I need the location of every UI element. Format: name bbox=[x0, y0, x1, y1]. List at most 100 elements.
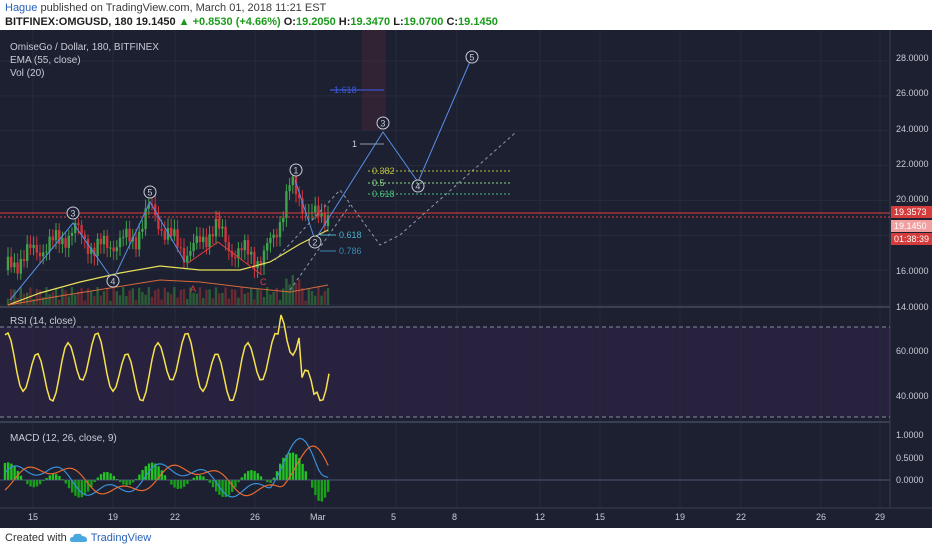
volume-bar bbox=[141, 291, 144, 305]
volume-bar bbox=[125, 296, 128, 305]
macd-histogram-bar bbox=[3, 462, 7, 480]
macd-histogram-bar bbox=[240, 477, 243, 480]
volume-bar bbox=[48, 294, 51, 305]
candle-body bbox=[173, 229, 176, 237]
macd-histogram-bar bbox=[160, 470, 163, 480]
volume-bar bbox=[182, 288, 186, 305]
volume-bar bbox=[259, 290, 262, 305]
candle-body bbox=[109, 247, 112, 249]
price-change: ▲ +0.8530 (+4.66%) bbox=[178, 16, 281, 28]
volume-bar bbox=[218, 293, 221, 305]
candle-body bbox=[246, 240, 250, 255]
macd-histogram-bar bbox=[285, 454, 288, 480]
ema-legend[interactable]: EMA (55, close) bbox=[10, 55, 81, 66]
volume-bar bbox=[70, 287, 74, 305]
grid-lines bbox=[0, 30, 890, 508]
volume-bar bbox=[323, 291, 326, 305]
candle-body bbox=[58, 230, 61, 245]
candle-body bbox=[115, 247, 118, 252]
candle-body bbox=[77, 223, 80, 226]
candle-body bbox=[90, 247, 93, 254]
macd-histogram-bar bbox=[301, 463, 304, 480]
volume-bar bbox=[208, 289, 211, 305]
candle-body bbox=[298, 194, 301, 199]
wave-label-circle bbox=[106, 274, 120, 288]
volume-bar bbox=[80, 287, 83, 305]
wave-label-text: 5 bbox=[147, 188, 152, 198]
volume-bar bbox=[134, 300, 138, 305]
wave-line bbox=[274, 189, 401, 261]
author-link[interactable]: Hague bbox=[5, 2, 38, 14]
candle-body bbox=[35, 244, 38, 253]
macd-histogram-bar bbox=[320, 480, 323, 502]
ema-slow-line bbox=[7, 279, 329, 306]
price-axis[interactable]: 28.0000 26.0000 24.0000 22.0000 20.0000 … bbox=[896, 53, 929, 312]
macd-histogram-bar bbox=[269, 480, 272, 483]
macd-histogram-bar bbox=[173, 480, 176, 488]
candle-body bbox=[269, 237, 272, 244]
macd-tick: 0.5000 bbox=[896, 453, 924, 463]
candle-body bbox=[134, 237, 138, 250]
volume-bar bbox=[291, 275, 294, 305]
macd-histogram-bar bbox=[80, 480, 83, 498]
macd-histogram-bar bbox=[109, 473, 112, 480]
time-axis[interactable]: 15 19 22 26 Mar 5 8 12 15 19 22 26 29 bbox=[28, 512, 885, 522]
macd-histogram-bar bbox=[74, 480, 77, 496]
candle-body bbox=[285, 191, 288, 218]
candle-body bbox=[160, 229, 163, 231]
macd-histogram-bar bbox=[90, 480, 93, 488]
wave-label-text: 3 bbox=[70, 209, 75, 219]
volume-bar bbox=[157, 288, 160, 305]
volume-bar bbox=[256, 288, 259, 305]
rsi-legend[interactable]: RSI (14, close) bbox=[10, 316, 76, 327]
time-tick: 26 bbox=[816, 512, 826, 522]
volume-bar bbox=[51, 292, 54, 305]
wave-label-text: 1 bbox=[293, 166, 298, 176]
candle-body bbox=[144, 208, 147, 229]
volume-bar bbox=[211, 298, 214, 305]
candle-body bbox=[326, 215, 330, 226]
volume-bar bbox=[301, 287, 304, 305]
macd-legend[interactable]: MACD (12, 26, close, 9) bbox=[10, 433, 117, 444]
candle-body bbox=[6, 256, 10, 271]
candle-body bbox=[294, 176, 298, 195]
abc-label: C bbox=[260, 277, 267, 287]
tradingview-link[interactable]: TradingView bbox=[90, 532, 152, 544]
macd-histogram-bar bbox=[323, 480, 327, 498]
volume-bar bbox=[195, 293, 198, 305]
volume-bar bbox=[138, 287, 141, 305]
macd-histogram-bar bbox=[237, 480, 240, 483]
macd-histogram-bar bbox=[138, 474, 141, 480]
volume-bar bbox=[253, 299, 256, 305]
wave-line bbox=[399, 132, 516, 236]
macd-histogram-bar bbox=[253, 470, 256, 480]
rsi-line bbox=[4, 314, 330, 402]
macd-histogram-bar bbox=[32, 480, 35, 488]
rsi-tick: 60.0000 bbox=[896, 346, 929, 356]
macd-histogram-bar bbox=[266, 480, 269, 483]
macd-histogram-bar bbox=[99, 474, 103, 480]
macd-tick: 1.0000 bbox=[896, 430, 924, 440]
elliott-waves[interactable]: 3 5 1 3 5 4 2 4 A B C bbox=[9, 50, 516, 301]
volume-bar bbox=[310, 290, 314, 305]
price-tag-last bbox=[891, 220, 932, 232]
volume-bar bbox=[10, 289, 13, 305]
macd-histogram-bar bbox=[19, 475, 23, 480]
macd-histogram-bar bbox=[93, 480, 96, 483]
volume-bar bbox=[112, 287, 115, 305]
volume-bar bbox=[67, 296, 70, 305]
volume-bar bbox=[202, 298, 205, 305]
volume-bar bbox=[266, 287, 269, 305]
fib-label: 1 bbox=[352, 139, 357, 149]
signal-line bbox=[4, 445, 329, 497]
price-pane[interactable] bbox=[0, 30, 890, 305]
vol-legend[interactable]: Vol (20) bbox=[10, 68, 44, 79]
volume-bar bbox=[13, 289, 16, 305]
ema-line bbox=[7, 229, 329, 306]
macd-histogram-bar bbox=[227, 480, 231, 496]
fib-label: 0.382 bbox=[372, 166, 395, 176]
candle-body bbox=[74, 223, 77, 233]
